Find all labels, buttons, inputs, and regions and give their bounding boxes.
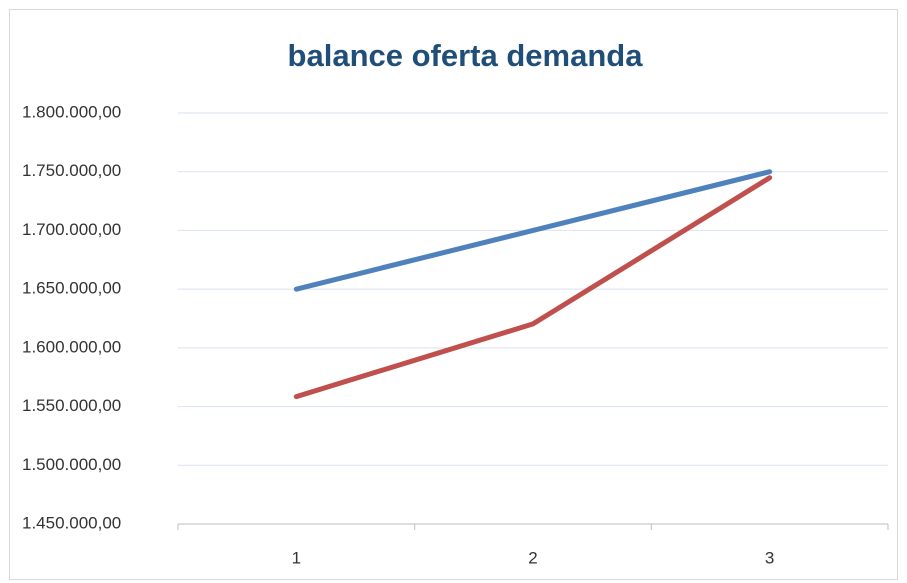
series-line	[293, 169, 773, 292]
y-tick-label: 1.550.000,00	[22, 396, 121, 415]
x-tick-label: 3	[765, 548, 774, 567]
y-tick-label: 1.700.000,00	[22, 220, 121, 239]
chart-title: balance oferta demanda	[288, 38, 644, 73]
y-tick-label: 1.800.000,00	[22, 102, 121, 121]
y-tick-label: 1.500.000,00	[22, 455, 121, 474]
series-line	[293, 175, 773, 400]
x-tick-label: 2	[528, 548, 537, 567]
y-tick-label: 1.600.000,00	[22, 337, 121, 356]
y-tick-label: 1.650.000,00	[22, 279, 121, 298]
y-tick-label: 1.450.000,00	[22, 513, 121, 532]
x-tick-label: 1	[292, 548, 301, 567]
y-tick-label: 1.750.000,00	[22, 161, 121, 180]
chart-border	[9, 9, 898, 580]
